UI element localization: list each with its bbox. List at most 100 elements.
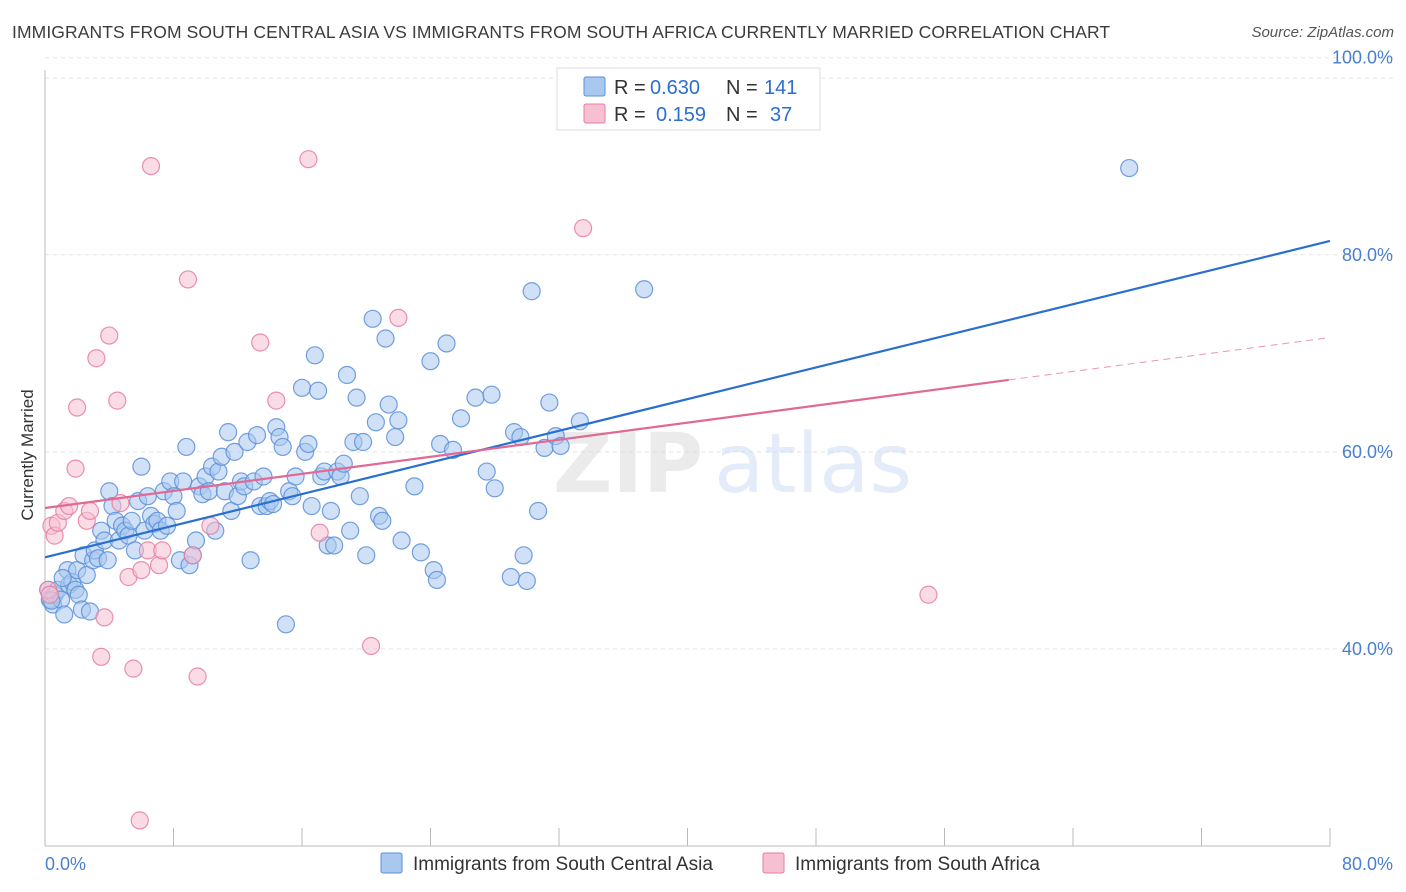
data-point <box>69 585 88 604</box>
data-point <box>437 334 456 353</box>
data-point <box>379 395 398 414</box>
y-tick-label: 80.0% <box>1342 245 1393 265</box>
data-point <box>174 472 193 491</box>
data-point <box>124 659 143 678</box>
data-point <box>392 531 411 550</box>
legend-swatch-blue <box>583 76 606 97</box>
data-point <box>514 546 533 565</box>
data-point <box>421 352 440 371</box>
data-point <box>177 437 196 457</box>
data-point <box>517 571 536 591</box>
data-point <box>40 585 59 604</box>
data-point <box>357 546 376 565</box>
correlation-legend: R = 0.630 N = 141 R = 0.159 N = 37 <box>556 67 821 131</box>
data-point <box>149 556 169 575</box>
legend-n-label-1: N = <box>726 77 758 99</box>
data-point <box>263 494 283 514</box>
data-point <box>276 615 296 634</box>
data-point <box>178 270 198 289</box>
data-point <box>305 346 324 365</box>
data-point <box>209 462 228 481</box>
data-point <box>66 459 85 478</box>
data-point <box>573 219 593 238</box>
data-point <box>477 462 496 481</box>
data-point <box>267 391 286 410</box>
data-point <box>254 467 273 486</box>
y-tick-label: 60.0% <box>1342 442 1393 462</box>
data-point <box>389 308 408 327</box>
data-point <box>55 605 74 624</box>
data-point <box>361 636 381 656</box>
data-point <box>100 326 119 345</box>
chart-title: IMMIGRANTS FROM SOUTH CENTRAL ASIA VS IM… <box>12 22 1111 42</box>
data-point <box>350 487 369 506</box>
data-point <box>108 391 127 410</box>
data-point <box>389 411 408 430</box>
legend-swatch-pink <box>583 103 606 124</box>
data-point <box>522 282 541 301</box>
data-point <box>122 511 141 530</box>
series-legend-swatch-pink <box>762 852 785 874</box>
data-point <box>347 388 366 407</box>
data-point <box>292 378 312 397</box>
data-point <box>308 381 328 400</box>
data-point <box>386 427 405 447</box>
data-point <box>219 423 238 442</box>
y-axis-tick-labels: 40.0% 60.0% 80.0% 100.0% <box>1332 48 1393 659</box>
data-point <box>241 551 260 570</box>
data-point <box>95 608 114 627</box>
data-point <box>405 477 424 496</box>
data-point <box>132 560 151 580</box>
trend-line-pink-extension <box>1008 337 1331 381</box>
legend-r-label-1: R = <box>614 77 646 99</box>
data-point <box>919 585 938 604</box>
data-point <box>353 432 373 452</box>
data-point <box>451 409 471 428</box>
data-point <box>53 568 72 588</box>
data-point <box>466 388 485 407</box>
data-point <box>130 811 149 830</box>
data-point <box>183 546 202 565</box>
data-point <box>132 457 151 476</box>
watermark-atlas: atlas <box>714 417 912 512</box>
data-point <box>427 570 447 590</box>
data-point <box>201 516 220 535</box>
data-point <box>87 349 106 368</box>
data-point <box>80 501 100 521</box>
legend-n-label-2: N = <box>726 104 758 126</box>
legend-r-value-2: 0.159 <box>656 104 706 126</box>
y-tick-label: 40.0% <box>1342 639 1393 659</box>
data-point <box>635 280 654 299</box>
legend-n-value-2: 37 <box>770 104 792 126</box>
data-point <box>153 541 172 560</box>
data-point <box>188 667 207 686</box>
legend-n-value-1: 141 <box>764 77 797 99</box>
data-point <box>92 647 111 666</box>
data-point <box>366 413 385 432</box>
data-point <box>529 501 548 521</box>
data-point <box>68 398 87 417</box>
data-point <box>551 436 570 456</box>
data-point <box>411 543 430 562</box>
series-legend-label-blue: Immigrants from South Central Asia <box>413 854 713 875</box>
data-point <box>501 567 520 587</box>
data-point <box>141 156 161 176</box>
legend-r-label-2: R = <box>614 104 646 126</box>
x-tick-label-max: 80.0% <box>1342 854 1393 874</box>
data-point <box>98 551 117 570</box>
data-point <box>540 393 559 412</box>
data-point <box>299 434 318 454</box>
series-legend-swatch-blue <box>380 852 403 874</box>
data-point <box>485 479 504 498</box>
series-legend-label-pink: Immigrants from South Africa <box>795 854 1040 875</box>
watermark: ZIP atlas <box>553 417 912 512</box>
data-point <box>247 426 267 445</box>
data-point <box>225 442 244 461</box>
data-point <box>186 531 206 550</box>
data-point <box>310 523 329 542</box>
data-point <box>482 385 501 404</box>
data-point <box>341 521 360 540</box>
data-point <box>337 365 357 385</box>
data-point <box>167 501 186 521</box>
